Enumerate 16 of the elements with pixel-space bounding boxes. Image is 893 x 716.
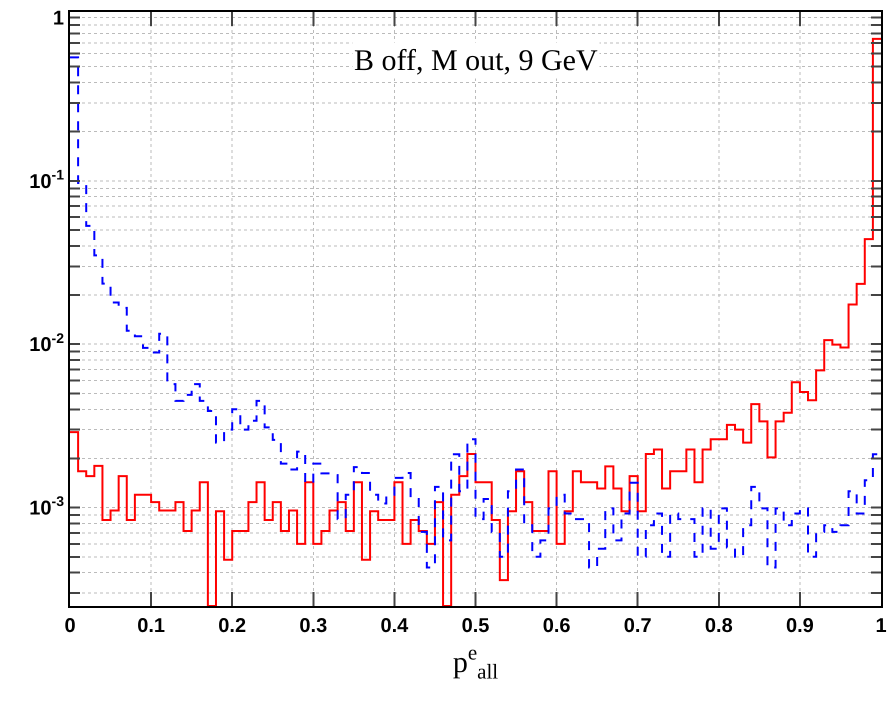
x-tick-label: 0.8 bbox=[704, 615, 733, 637]
x-tick-label: 0.7 bbox=[624, 615, 652, 637]
x-tick-label: 0.2 bbox=[218, 615, 246, 637]
y-tick-label: 10$^{-2}$ bbox=[29, 330, 64, 356]
x-tick-label: 0.1 bbox=[137, 615, 166, 637]
x-tick-label: 1 bbox=[875, 615, 887, 637]
x-tick-label: 0.9 bbox=[786, 615, 814, 637]
x-tick-label: 0.4 bbox=[380, 615, 410, 637]
y-tick-label: 10$^{-1}$ bbox=[29, 166, 64, 193]
annotation: B off, M out, 9 GeV bbox=[354, 44, 598, 77]
y-tick-label: 1 bbox=[52, 7, 64, 30]
x-tick-label: 0 bbox=[64, 615, 76, 637]
x-tick-label: 0.6 bbox=[542, 615, 571, 637]
x-tick-label: 0.5 bbox=[462, 615, 490, 637]
x-tick-label: 0.3 bbox=[299, 615, 328, 637]
y-tick-label: 10$^{-3}$ bbox=[29, 493, 64, 520]
